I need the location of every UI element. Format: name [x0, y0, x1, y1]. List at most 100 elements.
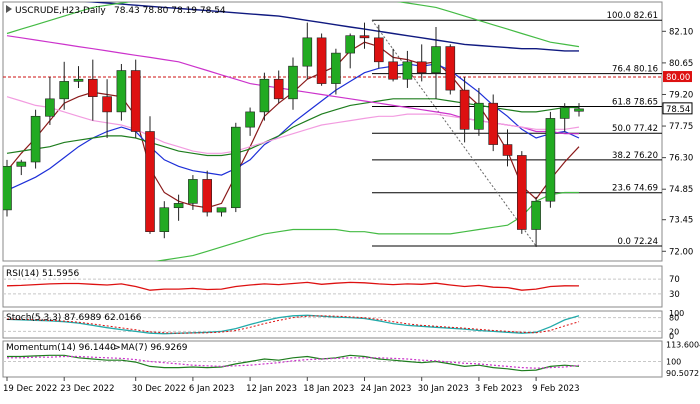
rsi-plot-group: [3, 278, 662, 295]
fib-level-label: 23.6 74.69: [612, 184, 658, 194]
price-axis-label: 79.20: [669, 90, 693, 100]
momentum-plot-group: [3, 354, 662, 372]
candle-body: [359, 35, 370, 39]
candle-body: [316, 37, 327, 84]
candle-body: [102, 96, 112, 113]
candle-body: [3, 166, 12, 211]
stoch-title: Stoch(5,3,3) 87.6989 62.0166: [6, 313, 142, 323]
stoch-line-signal: [6, 315, 580, 334]
fib-level-label: 38.2 76.20: [612, 151, 658, 161]
candle-body: [145, 131, 155, 232]
candle-body: [488, 102, 499, 145]
stoch-plot-group: [3, 314, 662, 335]
candle-body: [159, 207, 170, 232]
fib-level-label: 0.0 72.24: [617, 237, 658, 247]
candle-body: [231, 126, 241, 209]
stoch-panel-frame: [2, 310, 663, 339]
candle-body: [388, 61, 398, 80]
momentum-line-main: [7, 354, 580, 372]
resistance-tag-label: 80.00: [666, 73, 690, 83]
resistance-tag: [663, 71, 692, 83]
candle-body: [574, 108, 584, 112]
momentum-panel-frame: [2, 340, 663, 378]
date-axis-label: 23 Dec 2022: [60, 384, 114, 394]
fib-level-label: 76.4 80.16: [612, 65, 658, 75]
ma-line-ma_blue: [6, 63, 580, 191]
current-price-label: 78.54: [666, 105, 690, 115]
price-axis-label: 74.85: [669, 185, 693, 195]
candle-body: [531, 200, 541, 230]
candle-body: [30, 115, 41, 163]
candle-body: [502, 144, 513, 156]
date-axis-label: 6 Jan 2023: [189, 384, 235, 394]
candle-body: [373, 37, 384, 63]
stoch-axis-label: 20: [669, 327, 679, 336]
candle-body: [288, 65, 298, 100]
candle-body: [302, 37, 313, 67]
date-axis-label: 3 Feb 2023: [475, 384, 523, 394]
momentum-axis-label: 100: [666, 357, 681, 366]
rsi-title: RSI(14) 51.5956: [6, 269, 79, 279]
candle-body: [416, 61, 427, 73]
ohlc-label: 78.43 78.80 78.19 78.54: [114, 6, 226, 16]
date-axis-label: 24 Jan 2023: [361, 384, 412, 394]
momentum-axis-label: 113.6004: [666, 341, 700, 350]
date-axis-label: 12 Jan 2023: [246, 384, 297, 394]
stoch-line-main: [6, 314, 580, 335]
candle-body: [16, 161, 27, 167]
axis-label-group: 82.10 80.65 79.20 77.75 76.30 74.85 73.45 72.00…: [3, 27, 700, 394]
ma-line-bb_lower: [153, 191, 579, 261]
candle-body: [559, 107, 570, 119]
stoch-axis-label: 100: [669, 309, 684, 318]
ma-line-bb_upper: [6, 2, 580, 48]
candle-body: [130, 70, 141, 132]
candle-body: [402, 61, 413, 80]
symbol-triangle-icon: [6, 5, 12, 13]
candle-body: [45, 98, 55, 117]
price-axis-label: 82.10: [669, 27, 693, 37]
price-axis-label: 73.45: [669, 216, 693, 226]
momentum-title: Momentum(14) 96.1440: [6, 343, 116, 353]
price-plot-group: 100.0 82.61 76.4 80.16 61.8 78.65 50.0 77.4…: [3, 2, 662, 261]
symbol-label: USCRUDE,H23,Daily: [15, 6, 106, 16]
date-axis-label: 30 Jan 2023: [418, 384, 469, 394]
momentum-axis-label: 90.5072: [666, 369, 699, 378]
momentum-line-ma: [7, 355, 580, 369]
ma-line-ma_navy: [84, 2, 579, 52]
candle-body: [331, 52, 341, 84]
candle-body: [173, 203, 184, 209]
fib-level-label: 100.0 82.61: [607, 11, 658, 21]
rsi-panel-frame: [2, 265, 663, 308]
candle-body: [216, 207, 227, 213]
current-price-tag: [662, 102, 693, 115]
date-axis-label: 18 Jan 2023: [303, 384, 354, 394]
momentum-ma-title: ->MA(7) 96.9269: [110, 343, 188, 353]
candle-body: [474, 102, 484, 130]
candle-body: [545, 118, 556, 202]
candle-body: [445, 46, 456, 91]
date-axis-label: 30 Dec 2022: [132, 384, 186, 394]
candle-body: [202, 179, 212, 213]
candle-body: [516, 155, 527, 230]
candle-body: [88, 78, 98, 97]
price-axis-label: 77.75: [669, 122, 693, 132]
stoch-axis-label: 80: [669, 314, 679, 323]
candle-body: [116, 70, 127, 113]
candle-body: [259, 78, 270, 113]
candle-body: [188, 179, 198, 204]
date-axis-label: 19 Dec 2022: [3, 384, 57, 394]
stoch-axis-label: 0: [669, 332, 674, 341]
rsi-axis-label: 30: [669, 290, 680, 300]
price-panel-frame: [2, 1, 663, 262]
fib-level-label: 61.8 78.65: [612, 97, 658, 107]
fib-trend-line: [371, 19, 537, 247]
date-axis-label: 9 Feb 2023: [532, 384, 580, 394]
price-axis-label: 72.00: [669, 247, 693, 257]
candle-body: [345, 35, 356, 54]
candle-body: [59, 81, 70, 100]
candle-body: [459, 89, 470, 130]
candle-body: [73, 78, 84, 82]
rsi-axis-label: 70: [669, 275, 680, 285]
